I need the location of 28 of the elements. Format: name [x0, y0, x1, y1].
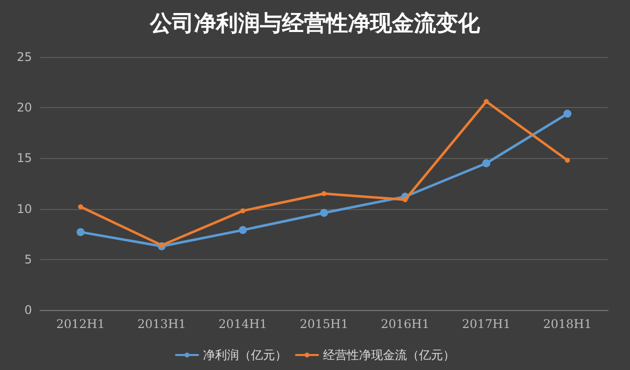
point	[564, 158, 570, 163]
x-tick-label: 2012H1	[56, 317, 105, 331]
chart-title: 公司净利润与经营性净现金流变化	[149, 10, 481, 36]
y-tick-label: 0	[24, 303, 32, 317]
point	[159, 242, 164, 248]
point	[320, 208, 328, 217]
point	[238, 226, 247, 234]
y-tick-label: 20	[16, 100, 32, 115]
y-tick-label: 5	[24, 252, 32, 266]
point	[240, 208, 246, 214]
x-tick-label: 2017H1	[462, 317, 511, 331]
x-tick-label: 2015H1	[300, 317, 348, 331]
y-tick-label: 10	[16, 202, 32, 216]
x-tick-label: 2018H1	[543, 317, 592, 331]
x-tick-label: 2013H1	[137, 317, 186, 331]
point	[322, 191, 326, 196]
point	[402, 197, 408, 202]
point	[563, 110, 572, 118]
legend-label: 净利润（亿元）	[203, 348, 287, 362]
y-tick-label: 15	[16, 151, 32, 166]
point	[484, 99, 489, 104]
point	[76, 228, 85, 236]
point	[482, 159, 490, 168]
x-tick-label: 2014H1	[218, 317, 268, 331]
x-tick-label: 2016H1	[380, 317, 430, 331]
legend-label: 经营性净现金流（亿元）	[323, 348, 455, 362]
point	[78, 204, 84, 210]
y-tick-label: 25	[16, 50, 32, 64]
